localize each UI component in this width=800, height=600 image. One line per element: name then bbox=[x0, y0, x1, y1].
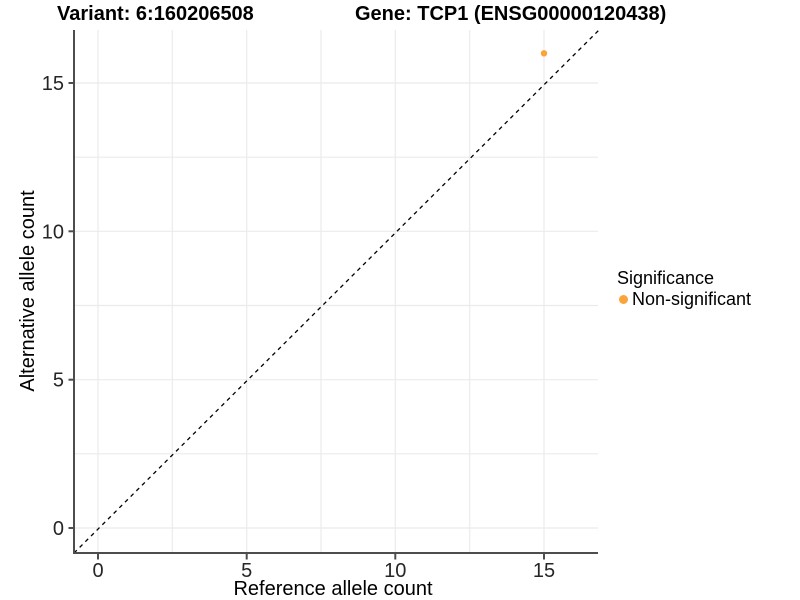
y-tick-marks bbox=[68, 82, 74, 529]
y-tick-labels: 0 5 10 15 bbox=[42, 73, 64, 540]
plot-title-gene: Gene: TCP1 (ENSG00000120438) bbox=[355, 3, 667, 25]
y-axis-title: Alternative allele count bbox=[17, 190, 39, 392]
grid-vertical bbox=[97, 30, 545, 553]
legend-title: Significance bbox=[617, 268, 715, 288]
plot-title-variant: Variant: 6:160206508 bbox=[57, 3, 254, 25]
grid-horizontal bbox=[74, 82, 598, 529]
x-tick-label: 10 bbox=[384, 560, 406, 582]
x-tick-label: 0 bbox=[92, 560, 103, 582]
y-tick-label: 5 bbox=[53, 370, 64, 392]
x-tick-marks bbox=[97, 554, 545, 560]
x-tick-labels: 0 5 10 15 bbox=[92, 560, 555, 582]
y-tick-label: 15 bbox=[42, 73, 64, 95]
y-tick-label: 10 bbox=[42, 221, 64, 243]
x-axis-title: Reference allele count bbox=[233, 578, 432, 600]
x-tick-label: 5 bbox=[241, 560, 252, 582]
identity-line bbox=[73, 29, 600, 554]
data-point bbox=[540, 50, 548, 57]
y-tick-label: 0 bbox=[53, 518, 64, 540]
x-tick-label: 15 bbox=[533, 560, 555, 582]
legend-entry-label: Non-significant bbox=[632, 289, 752, 309]
legend: Significance Non-significant bbox=[617, 268, 751, 309]
legend-point-icon bbox=[619, 294, 628, 304]
legend-entry: Non-significant bbox=[617, 289, 751, 309]
